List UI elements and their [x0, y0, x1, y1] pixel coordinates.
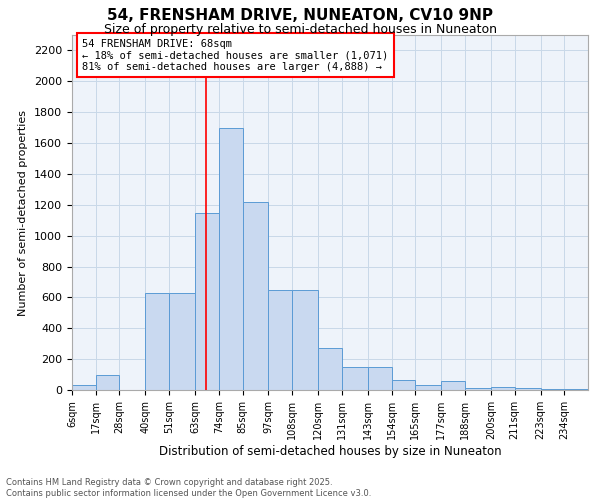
Text: Contains HM Land Registry data © Crown copyright and database right 2025.
Contai: Contains HM Land Registry data © Crown c… — [6, 478, 371, 498]
Bar — [318, 348, 342, 390]
Bar — [96, 374, 119, 390]
Text: 54 FRENSHAM DRIVE: 68sqm
← 18% of semi-detached houses are smaller (1,071)
81% o: 54 FRENSHAM DRIVE: 68sqm ← 18% of semi-d… — [82, 38, 389, 72]
Y-axis label: Number of semi-detached properties: Number of semi-detached properties — [19, 110, 28, 316]
Bar — [491, 387, 515, 390]
Bar — [392, 380, 415, 390]
Bar — [465, 388, 491, 390]
Bar — [219, 128, 242, 390]
Text: Size of property relative to semi-detached houses in Nuneaton: Size of property relative to semi-detach… — [104, 22, 497, 36]
Bar — [72, 386, 96, 390]
Bar — [242, 202, 268, 390]
Bar — [415, 386, 441, 390]
Bar — [564, 389, 588, 390]
Bar — [195, 212, 219, 390]
Bar — [368, 367, 392, 390]
Bar — [145, 293, 169, 390]
Bar — [541, 389, 564, 390]
Bar — [292, 290, 318, 390]
X-axis label: Distribution of semi-detached houses by size in Nuneaton: Distribution of semi-detached houses by … — [158, 444, 502, 458]
Bar — [268, 290, 292, 390]
Text: 54, FRENSHAM DRIVE, NUNEATON, CV10 9NP: 54, FRENSHAM DRIVE, NUNEATON, CV10 9NP — [107, 8, 493, 22]
Bar — [169, 293, 195, 390]
Bar — [515, 388, 541, 390]
Bar — [342, 367, 368, 390]
Bar — [441, 380, 465, 390]
